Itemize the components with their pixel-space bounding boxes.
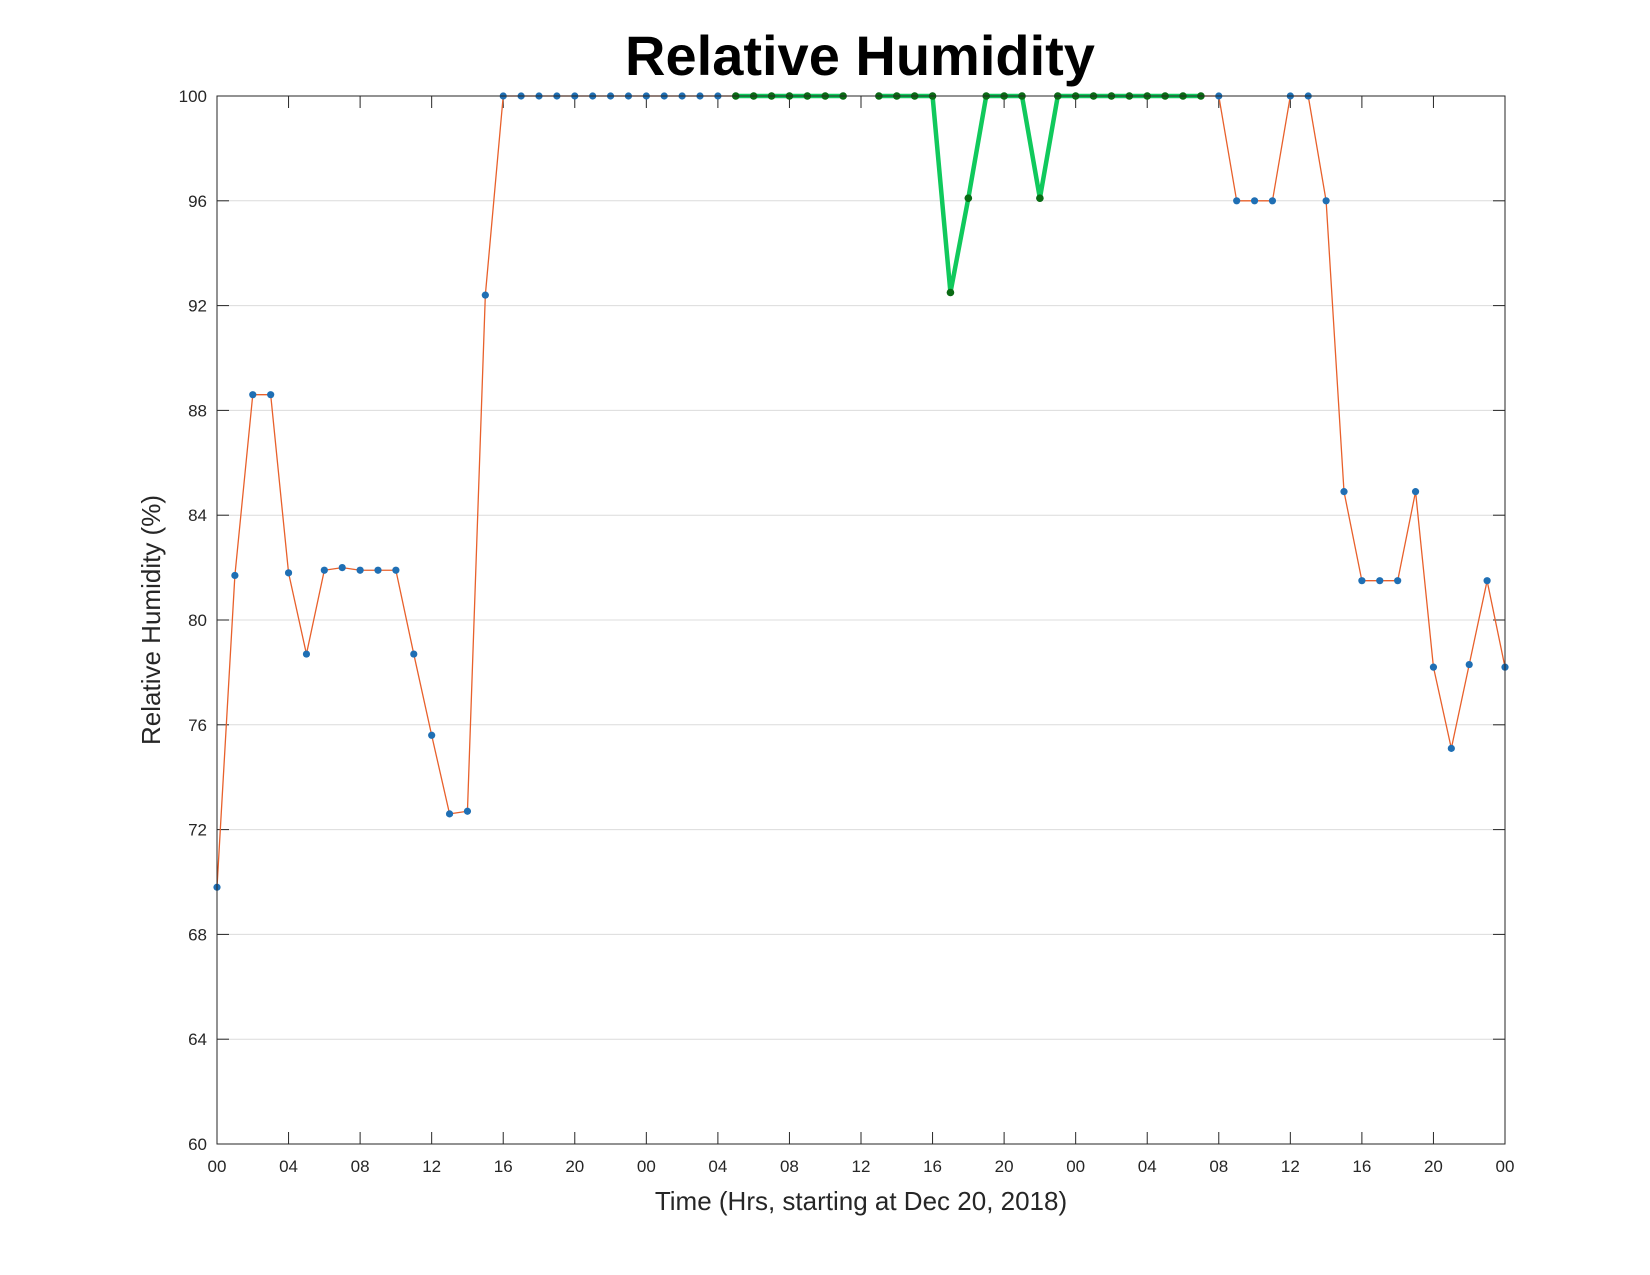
hourly-point	[392, 566, 400, 574]
hourly-point	[410, 650, 418, 658]
hourly-point	[1465, 660, 1473, 669]
y-tick-label: 96	[188, 192, 207, 211]
hourly-point	[1447, 744, 1455, 752]
y-tick-label: 68	[188, 925, 207, 944]
hourly-point	[302, 650, 311, 658]
x-tick-label: 12	[1281, 1157, 1300, 1176]
grid-lines	[217, 200, 1505, 1040]
hourly-point	[1411, 488, 1420, 496]
hourly-point	[1322, 197, 1330, 205]
hourly-point	[1483, 577, 1491, 585]
hourly-point	[1429, 663, 1438, 671]
x-tick-label: 16	[1352, 1157, 1371, 1176]
y-tick-label: 60	[188, 1135, 207, 1154]
y-tick-label: 88	[188, 401, 207, 420]
x-tick-label: 08	[351, 1157, 370, 1176]
x-tick-label: 08	[780, 1157, 799, 1176]
hourly-point	[374, 566, 382, 574]
hourly-point	[1394, 577, 1402, 585]
y-tick-label: 64	[188, 1030, 207, 1049]
x-tick-label: 12	[852, 1157, 871, 1176]
highlight-point	[964, 194, 973, 202]
hourly-point	[1268, 197, 1277, 205]
x-tick-label: 00	[1496, 1157, 1515, 1176]
x-tick-label: 04	[1138, 1157, 1157, 1176]
y-tick-label: 72	[188, 821, 207, 840]
hourly-point	[463, 807, 472, 815]
x-axis-label: Time (Hrs, starting at Dec 20, 2018)	[655, 1186, 1067, 1216]
chart-title: Relative Humidity	[625, 24, 1095, 87]
hourly-point	[356, 566, 364, 574]
hourly-point	[267, 391, 275, 399]
y-tick-label: 80	[188, 611, 207, 630]
hourly-point	[445, 810, 454, 818]
y-axis-label: Relative Humidity (%)	[136, 495, 166, 745]
hourly-point	[284, 569, 293, 577]
x-tick-label: 08	[1209, 1157, 1228, 1176]
hourly-point	[428, 731, 436, 739]
x-tick-label: 16	[494, 1157, 513, 1176]
y-tick-label: 92	[188, 297, 207, 316]
x-tick-label: 12	[422, 1157, 441, 1176]
hourly-point	[1233, 197, 1241, 205]
hourly-point	[481, 291, 489, 299]
x-tick-label: 04	[279, 1157, 298, 1176]
x-tick-label: 00	[208, 1157, 227, 1176]
hourly-point	[1358, 577, 1366, 585]
hourly-point	[320, 566, 328, 574]
y-tick-label: 76	[188, 716, 207, 735]
hourly-point	[1376, 577, 1384, 585]
highlight-point	[946, 288, 955, 297]
hourly-point	[1340, 488, 1348, 496]
hourly-point	[1250, 197, 1259, 205]
highlight-point	[1036, 194, 1044, 202]
x-tick-label: 20	[1424, 1157, 1443, 1176]
tick-labels: 60 64 68 72 76 80 84 88 92 96 100 00 04 08 12 16 20 00 04 0…	[179, 87, 1515, 1176]
x-tick-label: 04	[708, 1157, 727, 1176]
y-tick-label: 84	[188, 506, 207, 525]
x-tick-label: 00	[1066, 1157, 1085, 1176]
x-tick-label: 20	[995, 1157, 1014, 1176]
hourly-point	[338, 564, 346, 572]
x-tick-label: 20	[565, 1157, 584, 1176]
y-tick-label: 100	[179, 87, 207, 106]
axes-box	[216, 95, 1506, 1145]
x-tick-label: 16	[923, 1157, 942, 1176]
hourly-point	[249, 391, 257, 399]
hourly-point	[231, 571, 239, 580]
x-tick-label: 00	[637, 1157, 656, 1176]
